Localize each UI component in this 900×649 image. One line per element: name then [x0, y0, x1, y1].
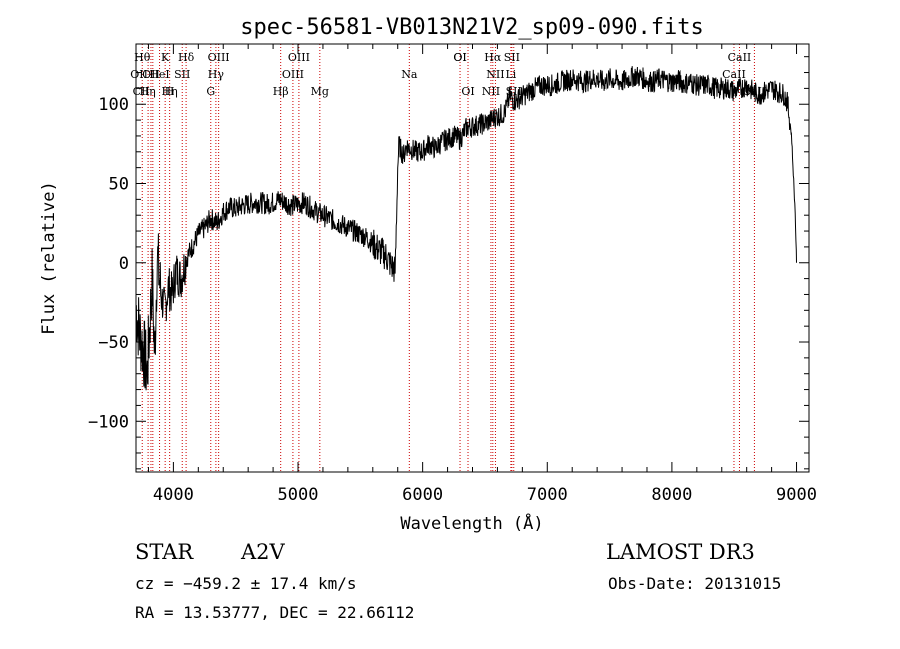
marker-label: SII — [504, 51, 520, 64]
coordinates: RA = 13.53777, DEC = 22.66112 — [135, 603, 415, 622]
marker-label: K — [161, 51, 170, 64]
marker-label: NII — [486, 68, 504, 81]
marker-label: Hθ — [134, 51, 151, 64]
object-class: STAR — [135, 540, 194, 564]
marker-label: Na — [401, 68, 418, 81]
y-tick-label: 0 — [119, 254, 129, 274]
y-tick-label: −100 — [88, 412, 129, 432]
y-ticks: −100 −50 0 50 100 — [88, 56, 809, 470]
marker-label: Hγ — [208, 68, 225, 81]
x-tick-label: 5000 — [278, 485, 319, 505]
marker-label: OIII — [282, 68, 304, 81]
chart-title: spec-56581-VB013N21V2_sp09-090.fits — [240, 15, 704, 40]
marker-label: SII — [174, 68, 190, 81]
marker-label: Hα — [484, 51, 502, 64]
marker-label: Hη — [162, 85, 178, 98]
plot-frame — [135, 43, 810, 473]
marker-label: Li — [505, 68, 516, 81]
marker-label: OII — [130, 68, 148, 81]
survey-name: LAMOST DR3 — [606, 540, 755, 564]
marker-lines — [141, 44, 755, 472]
marker-label: H — [165, 85, 175, 98]
x-tick-label: 9000 — [776, 485, 817, 505]
y-axis-label: Flux (relative) — [39, 181, 59, 335]
marker-label: Mg — [311, 85, 329, 98]
marker-label: OI — [461, 85, 474, 98]
marker-label: OII — [142, 68, 160, 81]
marker-label: OIII — [208, 51, 230, 64]
marker-label: Hη — [139, 85, 155, 98]
spectral-subclass: A2V — [241, 540, 285, 564]
marker-label: HeI — [149, 68, 169, 81]
y-tick-label: 100 — [98, 95, 129, 115]
x-tick-label: 4000 — [153, 485, 194, 505]
y-tick-label: −50 — [98, 333, 129, 353]
x-tick-label: 7000 — [527, 485, 568, 505]
x-tick-label: 6000 — [402, 485, 443, 505]
marker-label: G — [206, 85, 215, 98]
marker-label: Hδ — [178, 51, 195, 64]
x-ticks: 4000 5000 6000 7000 8000 9000 — [147, 44, 817, 505]
redshift-value: cz = −459.2 ± 17.4 km/s — [135, 574, 357, 593]
marker-label: NII — [482, 85, 500, 98]
x-tick-label: 8000 — [651, 485, 692, 505]
marker-label: Hβ — [273, 85, 289, 98]
y-tick-label: 50 — [109, 174, 129, 194]
marker-label: CaII — [728, 51, 752, 64]
observation-date: Obs-Date: 20131015 — [608, 574, 782, 593]
marker-label: CaII — [722, 68, 746, 81]
spectrum-line — [135, 66, 797, 391]
marker-label: OI — [453, 51, 466, 64]
marker-label: OI — [453, 51, 466, 64]
marker-label: OIII — [288, 51, 310, 64]
x-axis-label: Wavelength (Å) — [400, 512, 543, 534]
